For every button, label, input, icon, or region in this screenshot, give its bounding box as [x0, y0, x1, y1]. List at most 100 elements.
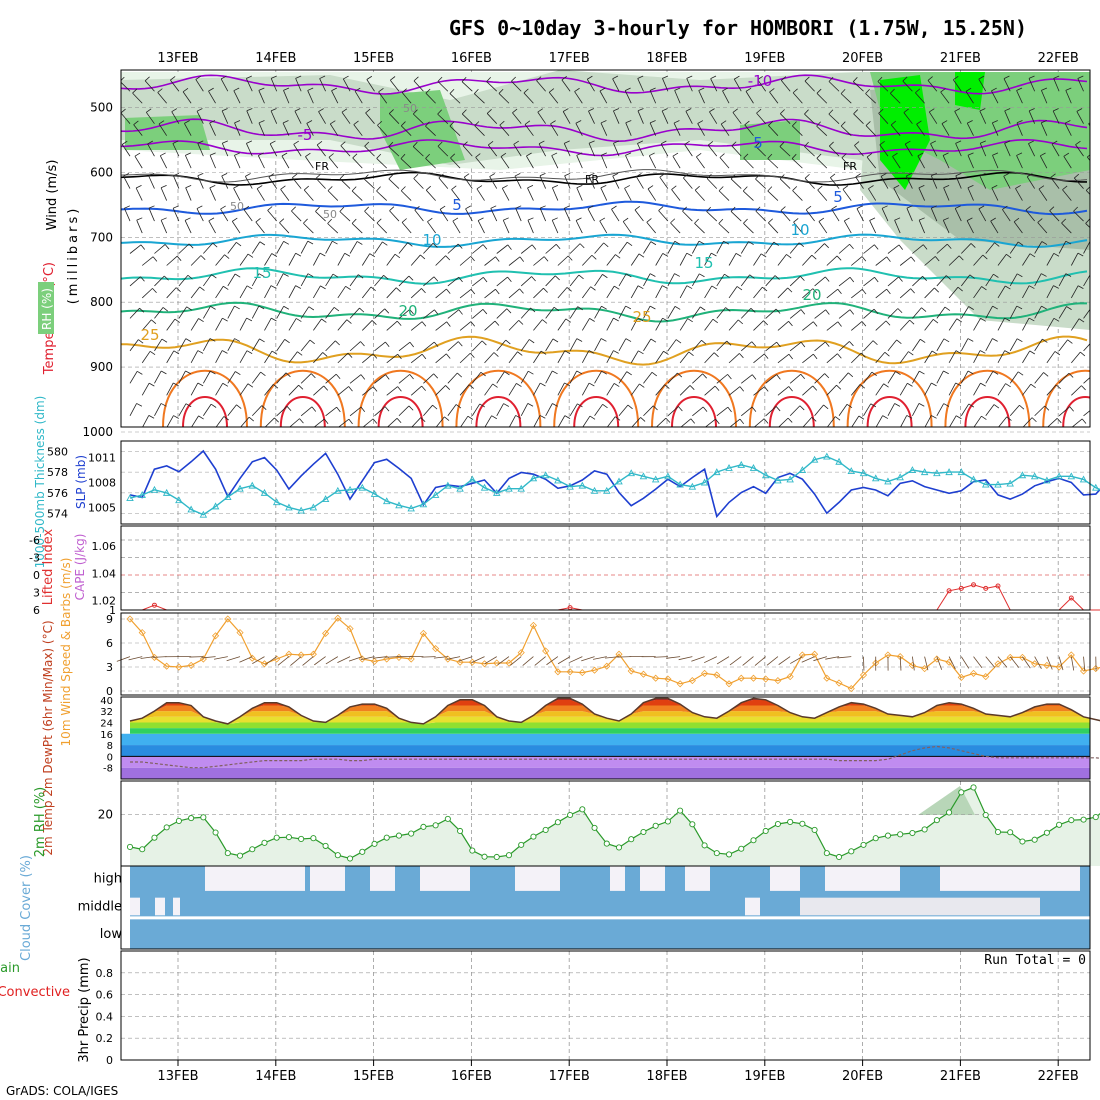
wind-barb [966, 220, 974, 234]
wind-barb [121, 112, 131, 124]
wind-barb [694, 189, 705, 201]
wind-barb [716, 406, 729, 417]
wind-barb-flag [678, 406, 683, 412]
wind-barb-flag [307, 87, 314, 91]
precip-tick-label: 0.8 [96, 967, 114, 980]
wind-barb [486, 81, 498, 92]
wind-barb [276, 372, 287, 384]
wind-speed-point [627, 667, 635, 675]
wind-barb-flag [542, 319, 548, 324]
wind-barb-flag [285, 372, 291, 378]
surface-wind-barb [1058, 656, 1064, 671]
wind-barb [967, 155, 974, 169]
wind-barb [588, 110, 595, 124]
wind-barb [647, 188, 657, 201]
wind-barb-flag [816, 88, 822, 94]
wind-barb-flag [160, 184, 167, 189]
wind-barb [337, 319, 348, 331]
wind-barb-flag [922, 276, 927, 281]
wind-barb [388, 113, 400, 124]
wind-barb [686, 78, 693, 92]
wind-barb-flag [336, 406, 341, 413]
wind-barb-flag [299, 418, 304, 424]
wind-barb-flag [575, 120, 582, 124]
wind-speed-tick-label: 6 [106, 637, 113, 650]
wind-barb [288, 285, 296, 299]
wind-barb-flag [527, 217, 534, 221]
wind-barb-flag [360, 374, 366, 380]
wind-barb [1034, 372, 1044, 384]
wind-barb [264, 417, 275, 427]
wind-barb [753, 353, 765, 364]
wind-barb [777, 321, 789, 331]
wind-barb [841, 157, 852, 169]
isotherm-line [121, 335, 1088, 366]
wind-barb [398, 275, 410, 287]
wind-barb-flag [335, 340, 340, 346]
isotherm-label: 25 [140, 326, 159, 344]
surface-wind-barb [226, 656, 241, 662]
wind-barb [148, 175, 155, 189]
wind-barb-flag [564, 350, 571, 355]
wind-barb [234, 122, 241, 136]
wind-barb [742, 190, 754, 201]
wind-barb [520, 276, 532, 287]
wind-barb [374, 341, 386, 352]
wind-barb-flag [140, 276, 145, 282]
wind-barb-flag [637, 75, 644, 79]
wind-barb [305, 156, 314, 169]
top-date-label: 13FEB [157, 51, 198, 66]
wind-barb-flag [800, 309, 806, 315]
wind-barb-flag [470, 289, 476, 295]
wind-barb [672, 155, 681, 169]
wind-barb [1040, 122, 1048, 136]
wind-barb-flag [793, 218, 799, 223]
wind-barb [1037, 222, 1048, 234]
wind-barb-flag [259, 338, 265, 343]
wind-barb [197, 143, 204, 157]
wind-speed-point [859, 671, 868, 679]
rh2m-point [946, 809, 953, 816]
wind-barb-flag [385, 374, 390, 380]
wind-barb-flag [351, 218, 357, 224]
wind-barb [386, 418, 398, 427]
wind-barb-flag [469, 352, 475, 358]
wind-speed-point [224, 615, 232, 623]
wind-barb-flag [601, 370, 607, 375]
wind-barb-flag [856, 205, 863, 210]
wind-barb [753, 320, 764, 331]
wind-barb [918, 187, 925, 201]
wind-barb-flag [943, 217, 949, 221]
wind-barb-flag [868, 185, 874, 189]
wind-barb [826, 321, 839, 331]
wind-barb-flag [211, 274, 217, 279]
thickness-point [150, 485, 159, 493]
temperature-tick-label: 32 [100, 707, 113, 718]
wind-barb-flag [246, 317, 253, 322]
wind-speed-point [908, 661, 916, 669]
wind-barb-flag [769, 88, 775, 93]
wind-barb [141, 256, 154, 266]
wind-barb [398, 405, 410, 417]
wind-barb [564, 175, 571, 189]
wind-speed-point [309, 650, 317, 658]
wind-barb [315, 211, 326, 222]
wind-barb [240, 416, 250, 427]
thickness-point [1055, 472, 1063, 480]
wind-barb [374, 374, 386, 384]
wind-barb [158, 123, 168, 136]
surface-wind-barb [152, 656, 167, 658]
wind-barb-flag [413, 174, 419, 179]
wind-barb-flag [427, 217, 433, 223]
rh-shade-region [870, 72, 1090, 190]
wind-barb [618, 338, 627, 352]
wind-barb [792, 190, 803, 201]
wind-barb [282, 122, 290, 136]
wind-barb [1034, 338, 1043, 352]
top-date-label: 14FEB [255, 51, 296, 66]
wind-barb-flag [714, 385, 720, 391]
wind-barb-flag [358, 274, 364, 279]
thickness-point [272, 498, 281, 506]
wind-barb [643, 305, 651, 319]
wind-barb [954, 111, 962, 124]
